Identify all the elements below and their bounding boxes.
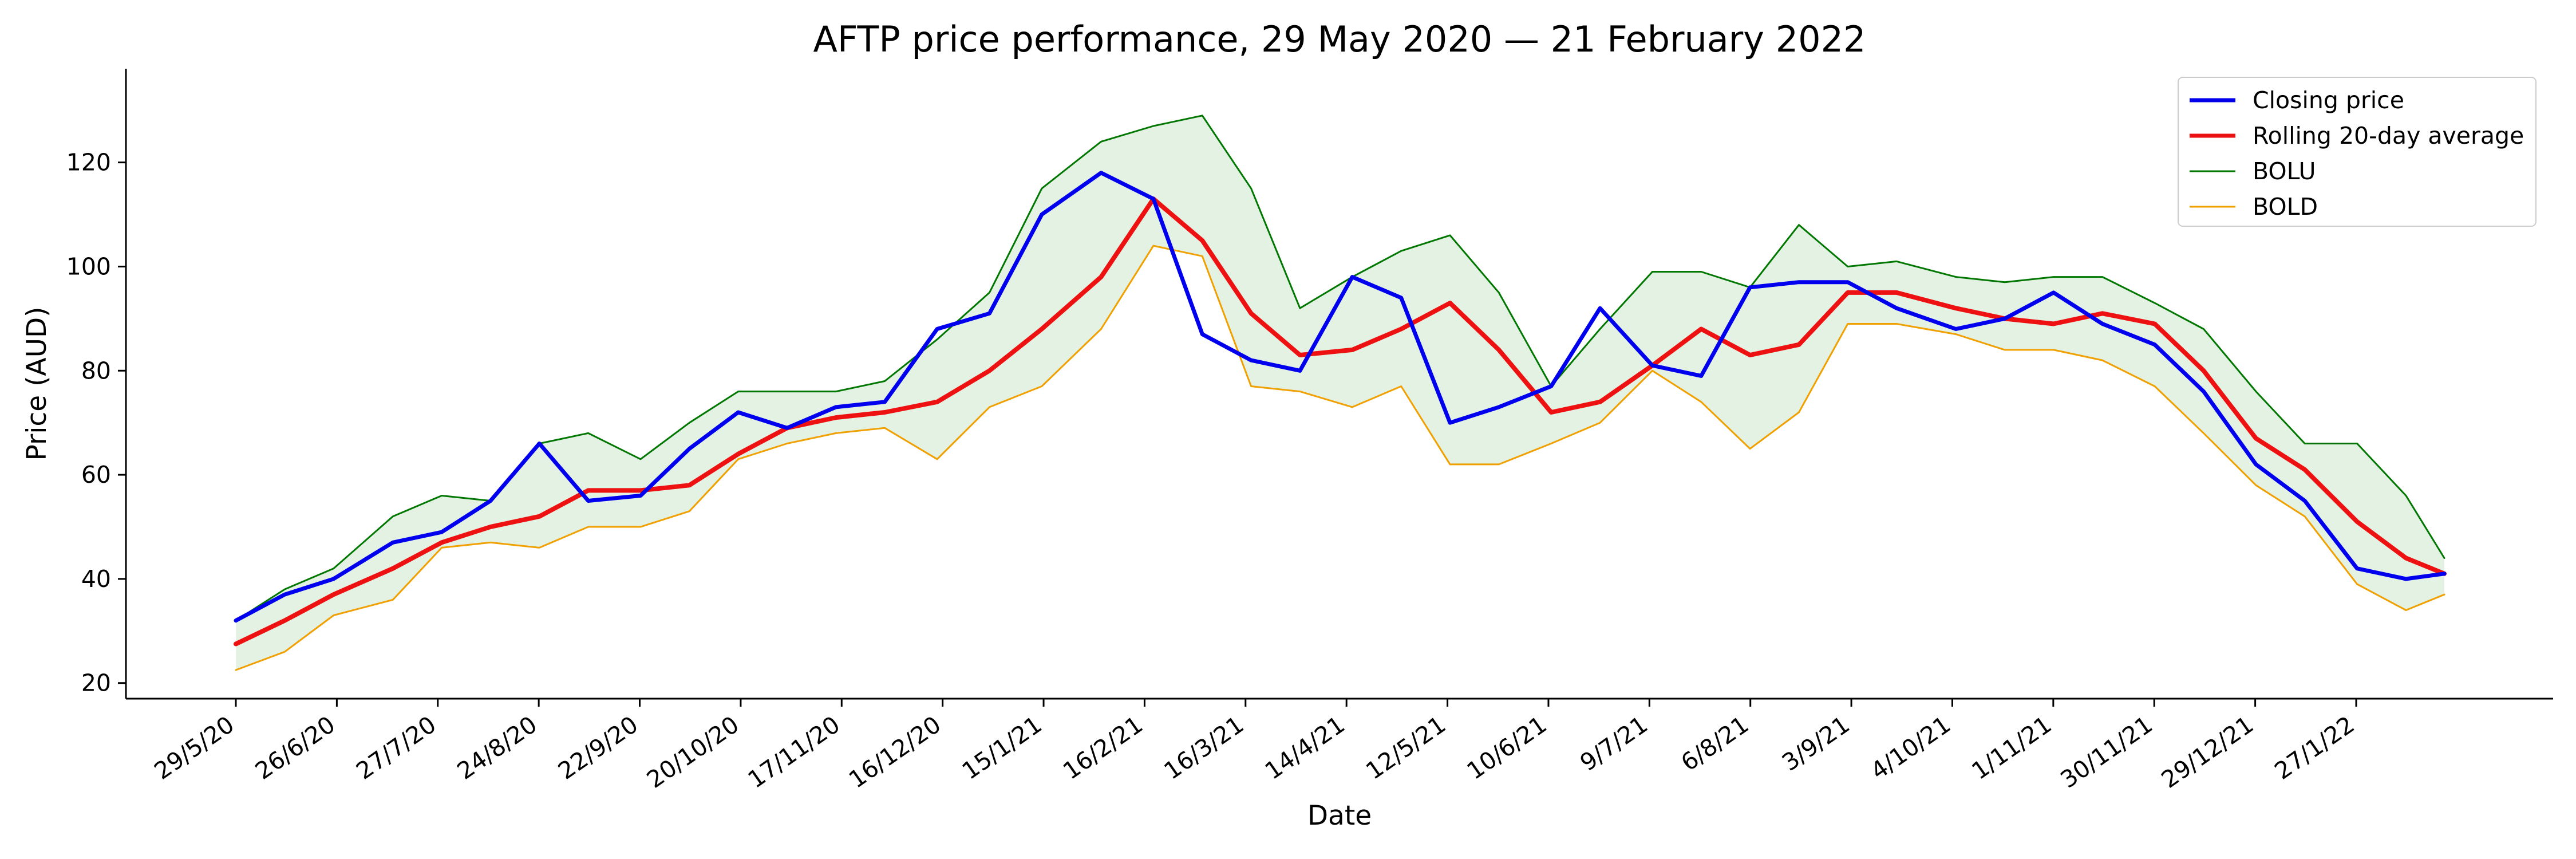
x-axis-label: Date bbox=[1307, 800, 1372, 832]
y-tick-label: 120 bbox=[66, 149, 111, 176]
x-tick-label: 1/11/21 bbox=[1967, 711, 2057, 785]
y-tick-label: 100 bbox=[66, 253, 111, 280]
legend-label: BOLD bbox=[2253, 193, 2318, 220]
legend-label: Closing price bbox=[2253, 86, 2404, 114]
x-tick-label: 27/7/20 bbox=[351, 711, 441, 785]
x-tick-label: 6/8/21 bbox=[1676, 711, 1754, 777]
legend-items: Closing price Rolling 20-day average BOLU B… bbox=[2190, 86, 2524, 220]
x-tick-label: 4/10/21 bbox=[1866, 711, 1955, 785]
legend: Closing price Rolling 20-day average BOLU B… bbox=[2178, 77, 2537, 227]
x-tick-label: 29/5/20 bbox=[149, 711, 239, 785]
x-tick-label: 14/4/21 bbox=[1260, 711, 1350, 785]
x-tick-label: 9/7/21 bbox=[1575, 711, 1653, 777]
legend-label: Rolling 20-day average bbox=[2253, 122, 2524, 149]
legend-box bbox=[2178, 77, 2537, 227]
x-tick-label: 15/1/21 bbox=[957, 711, 1047, 785]
x-tick-label: 30/11/21 bbox=[2056, 711, 2158, 794]
y-axis-label: Price (AUD) bbox=[21, 306, 53, 460]
chart-title: AFTP price performance, 29 May 2020 — 21… bbox=[813, 18, 1866, 60]
series-layer bbox=[234, 115, 2447, 671]
y-tick-label: 60 bbox=[81, 461, 111, 488]
x-tick-label: 12/5/21 bbox=[1361, 711, 1451, 785]
x-tick-label: 3/9/21 bbox=[1777, 711, 1855, 777]
series-line-closing-price bbox=[234, 171, 2447, 623]
x-tick-label: 16/3/21 bbox=[1159, 711, 1249, 785]
y-tick-label: 80 bbox=[81, 357, 111, 384]
x-tick-label: 20/10/20 bbox=[642, 711, 744, 794]
x-tick-label: 24/8/20 bbox=[452, 711, 542, 785]
y-tick-label: 20 bbox=[81, 669, 111, 697]
x-tick-label: 17/11/20 bbox=[743, 711, 845, 794]
x-tick-label: 22/9/20 bbox=[553, 711, 643, 785]
bollinger-band bbox=[236, 115, 2444, 671]
legend-label: BOLU bbox=[2253, 157, 2316, 185]
x-tick-label: 29/12/21 bbox=[2156, 711, 2258, 794]
x-tick-label: 10/6/21 bbox=[1462, 711, 1552, 785]
x-tick-label: 26/6/20 bbox=[250, 711, 340, 785]
y-ticks: 20 40 60 80 100 120 bbox=[66, 149, 126, 697]
x-tick-label: 27/1/22 bbox=[2270, 711, 2360, 785]
band-fill bbox=[236, 115, 2444, 671]
x-tick-label: 16/12/20 bbox=[844, 711, 946, 794]
x-ticks: 29/5/20 26/6/20 27/7/20 24/8/20 22/9/2020/10… bbox=[149, 699, 2360, 794]
y-tick-label: 40 bbox=[81, 565, 111, 593]
series-line-rolling-20-day-average bbox=[234, 196, 2447, 647]
series-line-bold bbox=[235, 245, 2445, 671]
axes bbox=[125, 69, 2553, 700]
x-tick-label: 16/2/21 bbox=[1058, 711, 1148, 785]
